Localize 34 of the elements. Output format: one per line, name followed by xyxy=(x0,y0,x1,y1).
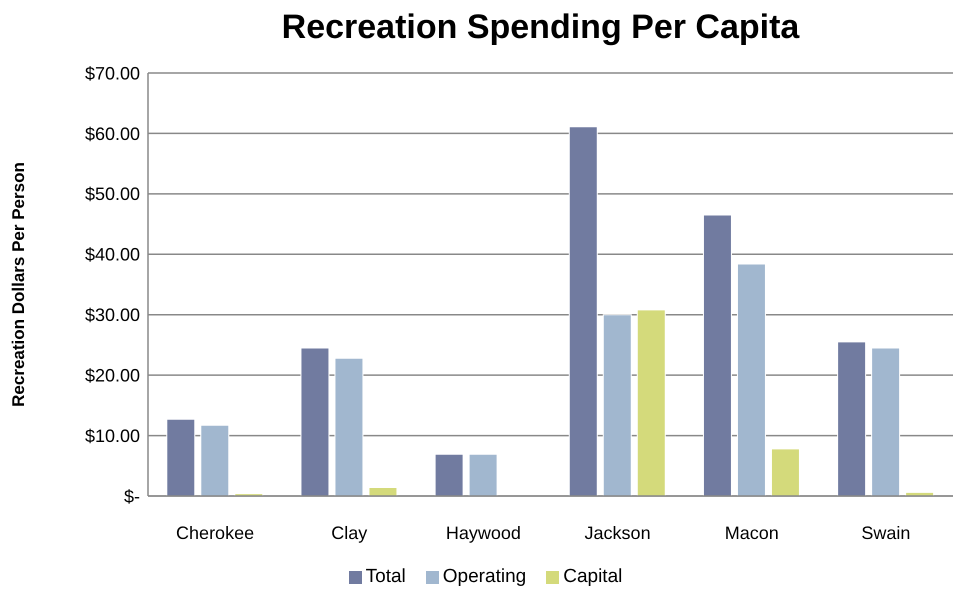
x-tick-label: Clay xyxy=(331,522,368,543)
bar xyxy=(200,424,230,496)
y-tick-label: $- xyxy=(124,486,140,506)
y-tick-label: $10.00 xyxy=(84,426,140,446)
y-tick-label: $70.00 xyxy=(84,63,140,84)
y-tick-label: $50.00 xyxy=(84,184,140,204)
bar xyxy=(636,309,666,496)
bar xyxy=(871,347,900,496)
y-axis-title: Recreation Dollars Per Person xyxy=(9,162,28,407)
y-tick-label: $60.00 xyxy=(84,124,140,144)
bar xyxy=(368,487,398,496)
legend-label: Operating xyxy=(442,566,526,587)
bar xyxy=(300,347,330,496)
y-tick-label: $30.00 xyxy=(84,305,140,326)
y-tick-label: $20.00 xyxy=(84,366,140,386)
bar xyxy=(468,454,498,496)
x-tick-label: Cherokee xyxy=(176,522,254,543)
legend-label: Total xyxy=(366,566,406,587)
legend-label: Capital xyxy=(563,566,622,587)
bar xyxy=(434,454,464,496)
bar xyxy=(568,126,598,496)
y-tick-label: $40.00 xyxy=(84,244,140,265)
x-tick-label: Jackson xyxy=(584,522,651,543)
x-tick-label: Swain xyxy=(861,522,910,543)
bar xyxy=(736,263,766,496)
bar xyxy=(702,214,732,496)
x-tick-label: Macon xyxy=(724,522,779,543)
x-tick-label: Haywood xyxy=(446,522,521,543)
chart-title: Recreation Spending Per Capita xyxy=(280,8,800,48)
bar xyxy=(166,418,196,496)
bar xyxy=(602,314,632,496)
bar xyxy=(770,448,800,496)
bar xyxy=(334,358,364,496)
bar xyxy=(837,341,866,496)
